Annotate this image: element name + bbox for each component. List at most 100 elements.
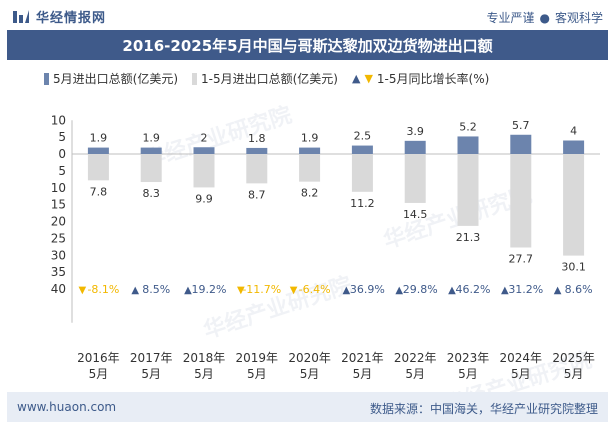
monthly-value-label: 1.8 [248, 132, 266, 145]
ytd-value-label: 7.8 [90, 185, 108, 198]
ytd-bar [351, 154, 373, 192]
ytd-value-label: 30.1 [561, 261, 586, 274]
y-tick-label: 15 [51, 198, 66, 212]
monthly-bar [563, 140, 585, 154]
growth-up-icon: ▲ [343, 285, 351, 296]
y-tick-label: 10 [51, 113, 66, 127]
ytd-bar [404, 154, 426, 203]
legend-label-monthly: 5月进出口总额(亿美元) [53, 72, 178, 86]
monthly-value-label: 1.9 [301, 132, 319, 145]
legend-label-growth: 1-5月同比增长率(%) [376, 72, 490, 86]
y-tick-label: 10 [51, 181, 66, 195]
growth-value-label: -11.7% [242, 283, 281, 296]
growth-value-label: 8.6% [565, 283, 593, 296]
y-tick-label: 25 [51, 231, 66, 245]
chart-title: 2016-2025年5月中国与哥斯达黎加双边货物进出口额 [122, 36, 493, 55]
x-tick-label-year: 2020年 [288, 351, 331, 365]
ytd-bar [87, 154, 109, 181]
brand-logo-icon [13, 9, 29, 23]
monthly-bar [510, 134, 532, 154]
tagline-left: 专业严谨 [486, 11, 535, 25]
x-tick-label-month: 5月 [564, 367, 584, 381]
y-tick-label: 0 [58, 147, 66, 161]
growth-up-icon: ▲ [395, 285, 403, 296]
monthly-bar [140, 147, 162, 154]
top-bar: 华经情报网 专业严谨 ● 客观科学 [0, 0, 615, 30]
website-link[interactable]: www.huaon.com [17, 400, 117, 414]
x-tick-label-month: 5月 [194, 367, 214, 381]
legend-swatch-monthly [44, 72, 49, 85]
y-tick-label: 35 [51, 265, 66, 279]
x-tick-label-year: 2023年 [447, 351, 490, 365]
growth-up-icon: ▲ [501, 285, 509, 296]
tagline: 专业严谨 ● 客观科学 [486, 9, 603, 26]
growth-value-label: 46.2% [456, 283, 491, 296]
ytd-bar [510, 154, 532, 248]
ytd-value-label: 8.3 [142, 187, 160, 200]
ytd-value-label: 8.7 [248, 188, 266, 201]
ytd-value-label: 9.9 [195, 192, 213, 205]
x-tick-label-month: 5月 [89, 367, 109, 381]
ytd-value-label: 21.3 [456, 231, 481, 244]
brand: 华经情报网 [12, 7, 106, 26]
growth-up-icon: ▲ [131, 285, 139, 296]
x-tick-label-month: 5月 [458, 367, 478, 381]
x-tick-label-year: 2024年 [500, 351, 543, 365]
legend-label-ytd: 1-5月进出口总额(亿美元) [201, 72, 338, 86]
ytd-value-label: 8.2 [301, 187, 319, 200]
triangle-up-icon: ▲ [351, 71, 361, 85]
ytd-value-label: 11.2 [350, 197, 375, 210]
legend-item-ytd: 1-5月进出口总额(亿美元) [192, 70, 338, 87]
growth-value-label: -8.1% [87, 283, 119, 296]
growth-up-icon: ▲ [448, 285, 456, 296]
ytd-bar [457, 154, 479, 226]
ytd-bar [563, 154, 585, 256]
legend: 5月进出口总额(亿美元) 1-5月进出口总额(亿美元) ▲ ▼ 1-5月同比增长… [44, 70, 489, 87]
ytd-value-label: 27.7 [509, 252, 534, 265]
x-tick-label-year: 2021年 [341, 351, 384, 365]
growth-down-icon: ▼ [79, 285, 87, 296]
x-tick-label-month: 5月 [405, 367, 425, 381]
growth-up-icon: ▲ [184, 285, 192, 296]
monthly-bar [404, 140, 426, 154]
monthly-bar [351, 145, 373, 154]
y-tick-label: 5 [58, 164, 66, 178]
data-source: 数据来源：中国海关，华经产业研究院整理 [369, 402, 598, 416]
x-tick-label-year: 2018年 [183, 351, 226, 365]
x-tick-label-year: 2019年 [236, 351, 279, 365]
monthly-value-label: 5.7 [512, 119, 530, 132]
x-tick-label-year: 2017年 [130, 351, 173, 365]
y-tick-label: 5 [58, 130, 66, 144]
triangle-down-icon: ▼ [364, 71, 373, 85]
growth-value-label: -6.4% [299, 283, 331, 296]
x-tick-label-year: 2016年 [77, 351, 120, 365]
growth-value-label: 31.2% [508, 283, 543, 296]
growth-value-label: 8.5% [142, 283, 170, 296]
ytd-bar [246, 154, 268, 184]
growth-value-label: 19.2% [192, 283, 227, 296]
monthly-value-label: 1.9 [90, 132, 108, 145]
legend-swatch-ytd [192, 72, 197, 85]
legend-item-growth: ▲ ▼ 1-5月同比增长率(%) [352, 70, 489, 87]
y-tick-label: 40 [51, 282, 66, 296]
monthly-bar [246, 147, 268, 154]
monthly-value-label: 2.5 [354, 130, 372, 143]
legend-item-monthly: 5月进出口总额(亿美元) [44, 70, 178, 87]
chart-title-bar: 2016-2025年5月中国与哥斯达黎加双边货物进出口额 [7, 30, 608, 60]
x-tick-label-month: 5月 [353, 367, 373, 381]
footer: www.huaon.com 数据来源：中国海关，华经产业研究院整理 [7, 392, 608, 422]
monthly-bar [193, 147, 215, 154]
ytd-bar [140, 154, 162, 183]
ytd-bar [299, 154, 321, 182]
tagline-right: 客观科学 [554, 11, 603, 25]
monthly-value-label: 4 [570, 125, 577, 138]
monthly-value-label: 5.2 [459, 120, 477, 133]
ytd-bar [193, 154, 215, 188]
growth-up-icon: ▲ [554, 285, 562, 296]
y-tick-label: 30 [51, 248, 66, 262]
x-tick-label-year: 2022年 [394, 351, 437, 365]
x-tick-label-month: 5月 [511, 367, 531, 381]
monthly-value-label: 2 [201, 131, 208, 144]
